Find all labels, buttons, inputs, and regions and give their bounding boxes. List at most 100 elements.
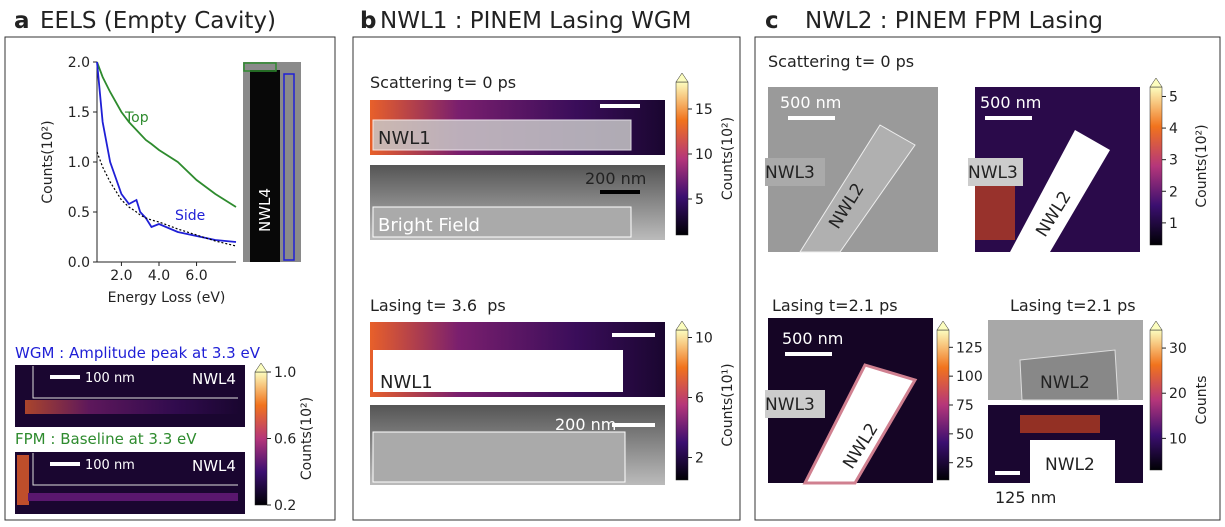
image bbox=[28, 493, 238, 501]
y-tick-label: 2.0 bbox=[68, 55, 90, 71]
colorbar-extend bbox=[675, 72, 689, 83]
colorbar-tick-label: 20 bbox=[1169, 386, 1187, 402]
colorbar-tick-label: 0.2 bbox=[274, 498, 296, 514]
colorbar-tick-label: 6 bbox=[695, 391, 704, 407]
panel-title: NWL1 : PINEM Lasing WGM bbox=[380, 8, 692, 34]
caption: Scattering t= 0 ps bbox=[370, 73, 516, 92]
scale-bar-label: 500 nm bbox=[782, 329, 843, 348]
colorbar bbox=[254, 371, 268, 506]
y-tick-label: 1.5 bbox=[68, 105, 90, 121]
image bbox=[25, 400, 240, 414]
image bbox=[1020, 415, 1100, 433]
map-caption: FPM : Baseline at 3.3 eV bbox=[15, 430, 197, 448]
colorbar-label: Counts bbox=[1194, 376, 1210, 425]
map-caption: WGM : Amplitude peak at 3.3 eV bbox=[15, 344, 261, 362]
image-label: NWL2 bbox=[1045, 455, 1095, 475]
image-label: NWL4 bbox=[192, 370, 236, 388]
caption: Lasing t= 3.6 ps bbox=[370, 296, 506, 315]
overlay bbox=[372, 206, 632, 238]
colorbar-tick-label: 0.6 bbox=[274, 432, 296, 448]
colorbar-tick-label: 10 bbox=[695, 331, 713, 347]
colorbar-tick-label: 2 bbox=[695, 451, 704, 467]
y-tick-label: 0.0 bbox=[68, 255, 90, 271]
scale-bar-label: 100 nm bbox=[85, 371, 135, 386]
panel-frame bbox=[4, 36, 336, 521]
caption: Lasing t=2.1 ps bbox=[772, 296, 898, 315]
colorbar-extend bbox=[675, 320, 689, 331]
colorbar-tick-label: 3 bbox=[1169, 153, 1178, 169]
colorbar-extend bbox=[254, 362, 268, 373]
region bbox=[243, 62, 277, 72]
nanowire bbox=[1030, 440, 1115, 483]
x-tick-label: 6.0 bbox=[185, 268, 207, 284]
colorbar-tick-label: 25 bbox=[956, 456, 974, 472]
nanowire bbox=[1010, 130, 1110, 252]
image-label: NWL4 bbox=[256, 188, 274, 232]
image-label: NWL3 bbox=[968, 163, 1018, 183]
image-label: NWL4 bbox=[192, 457, 236, 475]
y-axis-label: Counts(10²) bbox=[40, 120, 56, 203]
outline bbox=[32, 453, 238, 486]
colorbar-tick-label: 15 bbox=[695, 102, 713, 118]
caption: Scattering t= 0 ps bbox=[768, 52, 914, 71]
scale-bar-label: 500 nm bbox=[980, 93, 1041, 112]
colorbar bbox=[675, 329, 689, 481]
region bbox=[283, 73, 295, 261]
image-label: NWL3 bbox=[765, 395, 815, 415]
colorbar-tick-label: 125 bbox=[956, 340, 983, 356]
colorbar bbox=[1149, 86, 1163, 246]
scale-bar-label: 125 nm bbox=[995, 488, 1056, 507]
colorbar-label: Counts(10²) bbox=[1194, 124, 1210, 207]
image bbox=[975, 180, 1015, 240]
y-tick-label: 0.5 bbox=[68, 205, 90, 221]
colorbar-tick-label: 50 bbox=[956, 427, 974, 443]
colorbar-tick-label: 30 bbox=[1169, 341, 1187, 357]
caption: Lasing t=2.1 ps bbox=[1010, 296, 1136, 315]
colorbar-extend bbox=[1149, 320, 1163, 331]
scale-bar-label: 200 nm bbox=[588, 82, 649, 101]
panel-title: EELS (Empty Cavity) bbox=[40, 8, 276, 34]
colorbar-tick-label: 10 bbox=[1169, 431, 1187, 447]
x-tick-label: 2.0 bbox=[110, 268, 132, 284]
image bbox=[250, 70, 280, 262]
image-label: NWL2 bbox=[1040, 373, 1090, 393]
image-label: NWL3 bbox=[765, 163, 815, 183]
scale-bar-label: 200 nm bbox=[555, 415, 616, 434]
y-tick-label: 1.0 bbox=[68, 155, 90, 171]
colorbar-tick-label: 2 bbox=[1169, 184, 1178, 200]
line bbox=[96, 151, 237, 247]
colorbar-tick-label: 4 bbox=[1169, 121, 1178, 137]
x-axis-label: Energy Loss (eV) bbox=[108, 290, 226, 306]
overlay bbox=[373, 350, 623, 392]
image-label: Bright Field bbox=[378, 215, 480, 236]
panel-frame bbox=[352, 36, 741, 521]
panel-title: NWL2 : PINEM FPM Lasing bbox=[805, 8, 1103, 34]
outline bbox=[32, 366, 238, 399]
series-label: Side bbox=[175, 208, 205, 224]
colorbar-tick-label: 5 bbox=[1169, 89, 1178, 105]
scale-bar-label: 500 nm bbox=[780, 93, 841, 112]
colorbar-label: Counts(10²) bbox=[720, 117, 736, 200]
colorbar bbox=[1149, 329, 1163, 471]
x-tick-label: 4.0 bbox=[148, 268, 170, 284]
series-label: Top bbox=[124, 110, 149, 126]
colorbar-tick-label: 5 bbox=[695, 192, 704, 208]
panel-letter: b bbox=[360, 8, 376, 34]
nanowire bbox=[968, 158, 1023, 186]
line bbox=[96, 61, 237, 243]
colorbar-extend bbox=[1149, 77, 1163, 88]
nanowire bbox=[799, 124, 916, 253]
panel-letter: c bbox=[765, 8, 779, 34]
image bbox=[17, 455, 29, 505]
nanowire bbox=[1019, 349, 1119, 401]
nanowire bbox=[802, 363, 918, 485]
panel-frame bbox=[754, 36, 1221, 521]
nanowire bbox=[765, 390, 825, 418]
nanowire bbox=[765, 158, 825, 186]
colorbar bbox=[936, 329, 950, 481]
colorbar-extend bbox=[936, 320, 950, 331]
colorbar-tick-label: 10 bbox=[695, 147, 713, 163]
colorbar-tick-label: 75 bbox=[956, 398, 974, 414]
colorbar-tick-label: 1 bbox=[1169, 216, 1178, 232]
